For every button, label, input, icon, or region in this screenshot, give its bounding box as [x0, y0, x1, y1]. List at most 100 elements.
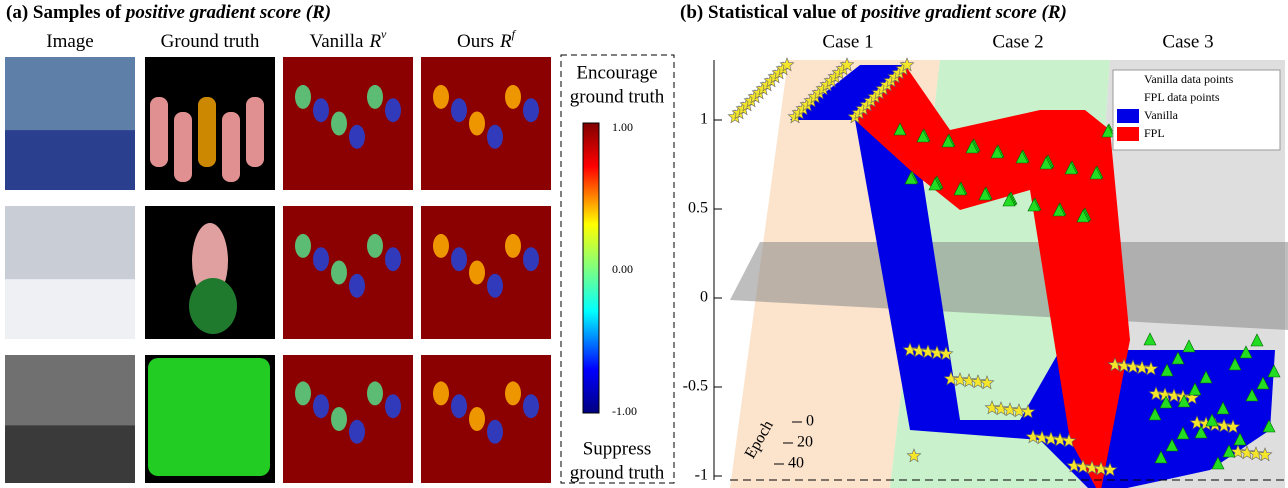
gt-mask — [246, 97, 264, 167]
fpl-point — [928, 177, 942, 191]
vanilla-point — [1043, 431, 1059, 446]
column-header: Image — [46, 31, 93, 52]
vanilla-point — [961, 373, 977, 388]
column-header: Vanilla Rv — [310, 27, 387, 53]
vanilla-point — [902, 342, 918, 357]
fpl-point — [1228, 357, 1242, 371]
fpl-point — [1250, 333, 1264, 347]
case-label: Case 3 — [1162, 31, 1213, 52]
vertical-tick-label: 0 — [700, 289, 708, 306]
panel-a-title: (a) Samples of positive gradient score (… — [6, 2, 331, 23]
fpl-point — [1256, 376, 1270, 390]
vanilla-point — [1093, 461, 1109, 476]
vanilla-point — [938, 346, 954, 361]
vanilla-point — [1066, 458, 1082, 473]
vanilla-point — [979, 375, 995, 390]
fpl-point — [1143, 332, 1157, 346]
score-blob — [367, 84, 383, 109]
vertical-tick-label: 0.5 — [688, 200, 708, 217]
score-blob — [523, 247, 539, 272]
fpl-point — [904, 171, 918, 185]
vanilla-point — [1052, 432, 1068, 447]
vanilla-point — [970, 374, 986, 389]
zero-plane — [730, 242, 1288, 330]
fpl-point — [1002, 193, 1016, 207]
epoch-tick-label: 0 — [806, 413, 814, 430]
vanilla-point — [1011, 403, 1027, 418]
fpl-point — [1216, 401, 1230, 415]
vanilla-point — [1002, 402, 1018, 417]
colorbar-tick-label: 0.00 — [612, 262, 633, 276]
sample-grid — [5, 57, 551, 483]
fpl-point — [1052, 203, 1066, 217]
score-blob — [367, 233, 383, 258]
fpl-point — [1205, 413, 1219, 427]
header-symbol: R — [368, 31, 381, 52]
fpl-point — [941, 134, 955, 148]
fpl-point — [1039, 156, 1053, 170]
vanilla-point — [1257, 447, 1273, 462]
fpl-point — [1154, 450, 1168, 464]
score-blob — [313, 394, 329, 419]
score-blob — [331, 407, 347, 431]
case-label: Case 1 — [822, 31, 873, 52]
vertical-tick-label: -0.5 — [683, 378, 708, 395]
panel-b-title: (b) Statistical value of positive gradie… — [680, 2, 1067, 23]
image-detail — [5, 425, 135, 483]
colorbar-top-label: Encourage — [576, 62, 657, 83]
colorbar-top-label: ground truth — [570, 86, 665, 107]
plot-3d — [713, 57, 1288, 488]
header-superscript: v — [381, 27, 387, 41]
score-blob — [349, 273, 365, 298]
fpl-point — [978, 187, 992, 201]
legend-label: Vanilla — [1144, 108, 1179, 122]
vanilla-point — [1084, 460, 1100, 475]
vanilla-point — [1034, 430, 1050, 445]
vanilla-point — [1125, 359, 1141, 374]
score-blob — [523, 98, 539, 123]
score-blob — [385, 394, 401, 419]
fpl-point — [1188, 382, 1202, 396]
fpl-point — [1101, 124, 1115, 138]
fpl-point — [1177, 394, 1191, 408]
fpl-point — [916, 129, 930, 143]
image-detail — [5, 279, 135, 339]
score-blob — [367, 381, 383, 406]
legend-label: FPL data points — [1144, 90, 1220, 104]
vanilla-point — [1075, 459, 1091, 474]
score-blob — [295, 233, 311, 258]
header-label: Ground truth — [161, 31, 260, 52]
gt-mask — [148, 358, 270, 476]
score-blob — [523, 394, 539, 419]
column-header: Ground truth — [161, 31, 260, 52]
fpl-point — [965, 140, 979, 154]
vanilla-point — [943, 371, 959, 386]
vanilla-point — [1148, 386, 1164, 401]
colorbar-bottom-label: Suppress — [583, 438, 652, 459]
score-blob — [505, 381, 521, 406]
fpl-point — [1262, 419, 1276, 433]
vanilla-point — [929, 345, 945, 360]
fpl-point — [1160, 363, 1174, 377]
image-detail — [5, 130, 135, 190]
fpl-point — [1222, 444, 1236, 458]
vanilla-point — [911, 343, 927, 358]
vanilla-point — [839, 57, 855, 72]
score-blob — [487, 124, 503, 149]
vanilla-surface — [730, 65, 1275, 488]
score-blob — [451, 98, 467, 123]
score-blob — [349, 124, 365, 149]
score-blob — [469, 260, 485, 285]
score-map — [421, 57, 551, 190]
score-blob — [295, 84, 311, 109]
fpl-point — [1171, 351, 1185, 365]
gt-mask — [174, 112, 192, 182]
vanilla-point — [1020, 404, 1036, 419]
fpl-point — [1089, 166, 1103, 180]
score-map — [283, 355, 413, 483]
score-blob — [385, 98, 401, 123]
fpl-point — [893, 122, 907, 136]
colorbar — [582, 122, 600, 414]
vanilla-point — [1248, 446, 1264, 461]
